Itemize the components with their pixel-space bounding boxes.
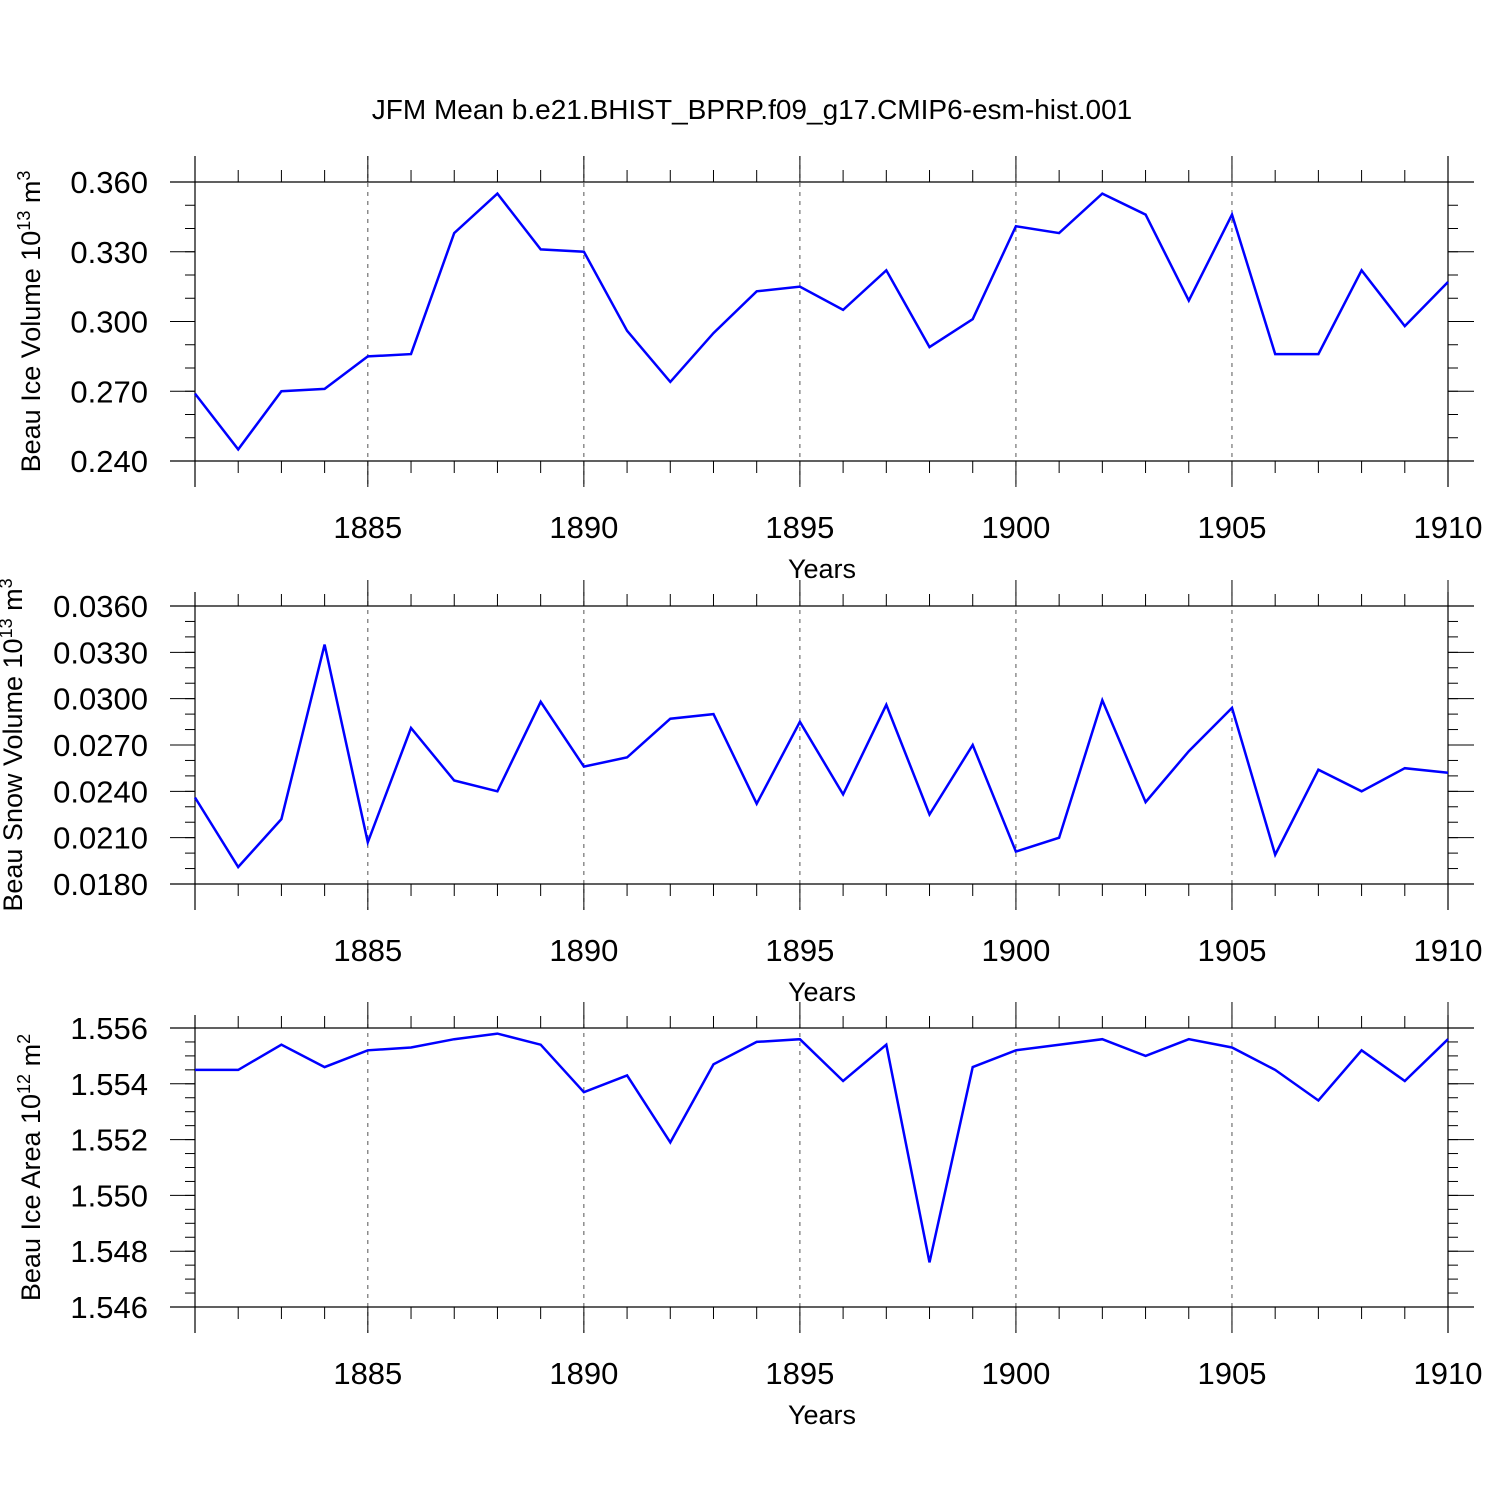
x-tick-label: 1900 <box>981 1356 1050 1391</box>
series-line <box>194 191 1449 452</box>
y-axis-title-part: Beau Snow Volume 10 <box>0 638 28 911</box>
x-tick-label: 1890 <box>549 510 618 545</box>
x-tick-label: 1895 <box>765 933 834 968</box>
y-axis-title-part: m <box>16 181 46 211</box>
y-axis-title-superscript: 2 <box>14 1034 34 1044</box>
x-tick-label: 1885 <box>333 1356 402 1391</box>
y-tick-label: 0.330 <box>70 235 148 270</box>
y-tick-label: 0.240 <box>70 444 148 479</box>
x-tick-label: 1905 <box>1197 510 1266 545</box>
y-tick-label: 0.0300 <box>53 682 148 717</box>
x-axis-title: Years <box>788 1400 856 1430</box>
y-axis-title-superscript: 3 <box>0 578 16 588</box>
chart-panel-1: 0.240 0.270 0.300 0.330 0.360 1885 1890 1895 190… <box>14 156 1482 584</box>
x-tick-label: 1885 <box>333 510 402 545</box>
y-axis-title-superscript: 3 <box>14 171 34 181</box>
y-tick-label: 1.550 <box>70 1178 148 1213</box>
y-axis-title: Beau Snow Volume 1013 m3 <box>0 578 28 911</box>
y-tick-label: 0.0360 <box>53 589 148 624</box>
y-axis-title-superscript: 13 <box>14 211 34 231</box>
x-tick-label: 1900 <box>981 510 1050 545</box>
y-tick-label: 1.552 <box>70 1123 148 1158</box>
x-tick-label: 1890 <box>549 1356 618 1391</box>
y-axis-title-superscript: 13 <box>0 618 16 638</box>
y-axis-title-part: Beau Ice Area 10 <box>16 1094 46 1301</box>
y-axis-title: Beau Ice Volume 1013 m3 <box>14 171 46 473</box>
y-tick-label: 1.556 <box>70 1011 148 1046</box>
x-tick-label: 1890 <box>549 933 618 968</box>
x-tick-label: 1910 <box>1414 933 1483 968</box>
x-axis-title: Years <box>788 554 856 584</box>
y-tick-label: 0.360 <box>70 165 148 200</box>
y-axis-title-superscript: 12 <box>14 1074 34 1094</box>
series-line <box>195 1032 1449 1263</box>
y-axis-title-part: m <box>16 1044 46 1074</box>
x-axis-title: Years <box>788 977 856 1007</box>
y-tick-label: 0.0270 <box>53 728 148 763</box>
y-tick-label: 0.0240 <box>53 774 148 809</box>
y-tick-label: 1.546 <box>70 1290 148 1325</box>
x-tick-label: 1900 <box>981 933 1050 968</box>
y-tick-label: 0.0210 <box>53 821 148 856</box>
y-tick-label: 0.0180 <box>53 867 148 902</box>
x-tick-label: 1905 <box>1197 933 1266 968</box>
y-tick-label: 0.0330 <box>53 635 148 670</box>
y-axis-title-part: m <box>0 588 28 618</box>
x-tick-label: 1895 <box>765 1356 834 1391</box>
x-tick-label: 1895 <box>765 510 834 545</box>
x-tick-label: 1910 <box>1414 1356 1483 1391</box>
y-tick-label: 1.554 <box>70 1067 148 1102</box>
figure-title: JFM Mean b.e21.BHIST_BPRP.f09_g17.CMIP6-… <box>372 94 1133 125</box>
y-axis-title-part: Beau Ice Volume 10 <box>16 231 46 473</box>
x-tick-label: 1885 <box>333 933 402 968</box>
x-tick-label: 1910 <box>1414 510 1483 545</box>
y-tick-label: 0.300 <box>70 305 148 340</box>
chart-panel-2: 0.0180 0.0210 0.0240 0.0270 0.0300 0.0330 0.03… <box>0 578 1482 1007</box>
y-tick-label: 0.270 <box>70 374 148 409</box>
x-tick-label: 1905 <box>1197 1356 1266 1391</box>
chart-panel-3: 1.546 1.548 1.550 1.552 1.554 1.556 1885 1890 18… <box>14 1002 1482 1430</box>
y-axis-title: Beau Ice Area 1012 m2 <box>14 1034 46 1301</box>
y-tick-label: 1.548 <box>70 1234 148 1269</box>
series-line <box>193 644 1449 870</box>
